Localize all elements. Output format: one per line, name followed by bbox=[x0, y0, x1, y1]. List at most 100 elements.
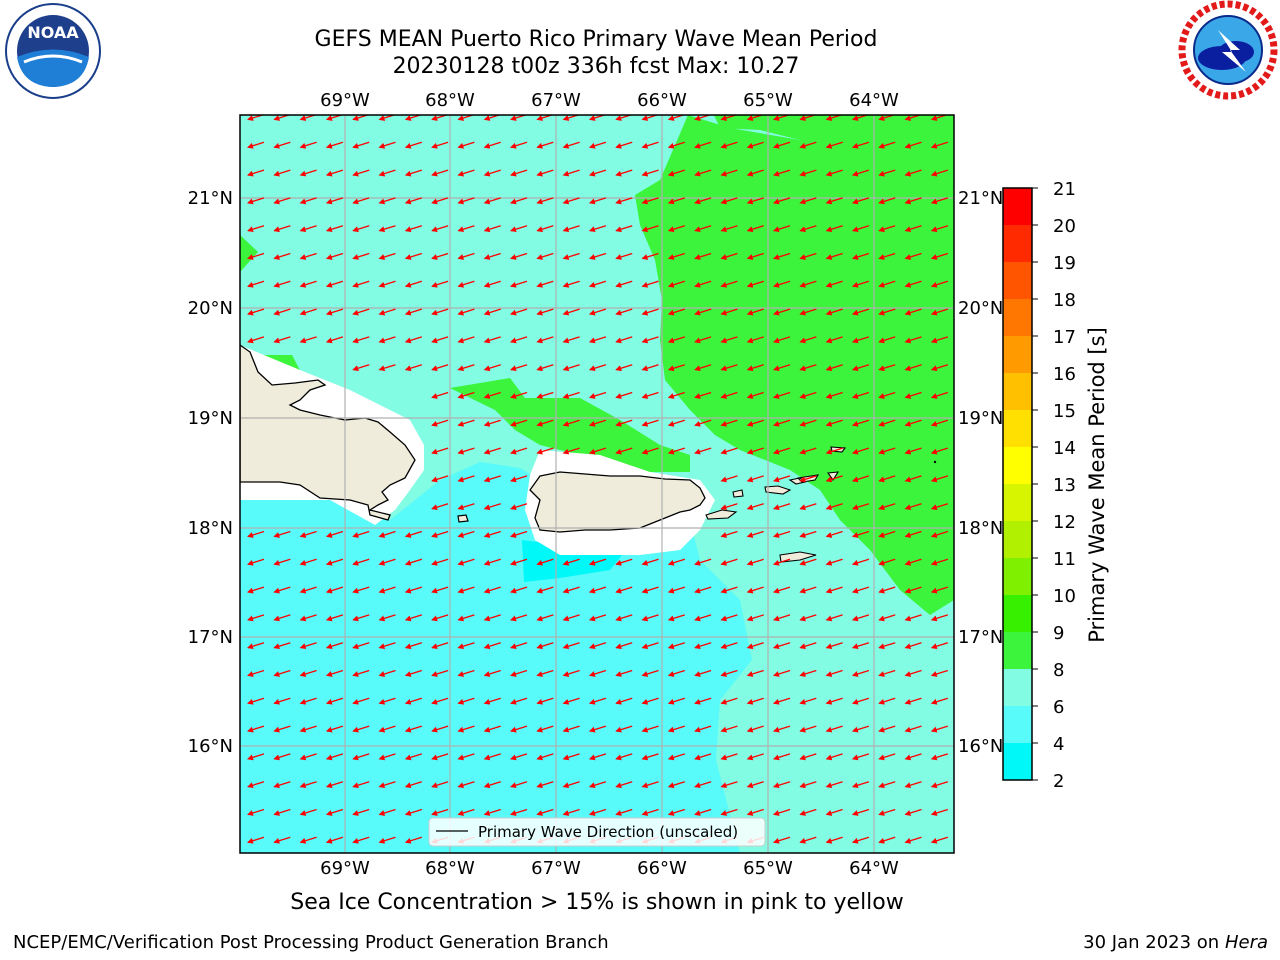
colorbar-tick-label: 12 bbox=[1053, 512, 1076, 533]
wave-arrow bbox=[247, 280, 265, 288]
wave-arrow bbox=[247, 197, 265, 205]
wave-arrow bbox=[930, 364, 948, 372]
colorbar-tick-label: 17 bbox=[1053, 327, 1076, 348]
lon-tick-bottom: 67°W bbox=[531, 858, 581, 879]
wave-arrow bbox=[641, 808, 659, 816]
wave-arrow bbox=[667, 808, 685, 816]
wave-arrow bbox=[720, 252, 738, 260]
wave-arrow bbox=[746, 725, 764, 733]
wave-arrow bbox=[851, 419, 870, 427]
wave-arrow bbox=[273, 308, 291, 316]
wave-arrow bbox=[878, 225, 896, 233]
wave-arrow bbox=[299, 558, 317, 566]
lat-tick-left: 21°N bbox=[188, 188, 233, 209]
wave-arrow bbox=[562, 197, 580, 205]
wave-arrow bbox=[247, 141, 265, 149]
wave-arrow bbox=[457, 169, 475, 177]
lat-tick-left: 18°N bbox=[188, 518, 233, 539]
wave-arrow bbox=[641, 225, 659, 233]
wave-arrow bbox=[352, 280, 370, 288]
colorbar-segment bbox=[1003, 410, 1032, 448]
wave-arrow bbox=[667, 391, 685, 399]
wave-arrow bbox=[878, 614, 896, 622]
wave-arrow bbox=[325, 753, 344, 761]
wave-arrow bbox=[641, 391, 659, 399]
wave-arrow bbox=[615, 419, 633, 427]
colorbar-segment bbox=[1003, 632, 1032, 670]
wave-arrow bbox=[930, 530, 948, 538]
wave-arrow bbox=[825, 280, 843, 288]
wave-arrow bbox=[667, 141, 685, 149]
wave-arrow bbox=[878, 169, 896, 177]
wave-arrow bbox=[694, 197, 712, 205]
wave-arrow bbox=[510, 642, 528, 650]
wave-arrow bbox=[457, 669, 475, 677]
wave-arrow bbox=[588, 642, 607, 650]
wave-arrow bbox=[483, 808, 501, 816]
wave-arrow bbox=[352, 781, 370, 789]
wave-arrow bbox=[247, 697, 265, 705]
wave-arrow bbox=[431, 642, 449, 650]
colorbar-segment bbox=[1003, 447, 1032, 485]
lon-tick-bottom: 66°W bbox=[637, 858, 687, 879]
wave-arrow bbox=[483, 781, 501, 789]
wave-arrow bbox=[720, 336, 738, 344]
wave-arrow bbox=[536, 419, 554, 427]
wave-arrow bbox=[615, 141, 633, 149]
wave-arrow bbox=[457, 530, 475, 538]
wave-arrow bbox=[878, 753, 896, 761]
wave-arrow bbox=[773, 280, 791, 288]
wave-arrow bbox=[694, 252, 712, 260]
wave-arrow bbox=[720, 364, 738, 372]
wave-arrow bbox=[825, 836, 843, 844]
colorbar-tick-label: 20 bbox=[1053, 216, 1076, 237]
wave-arrow bbox=[641, 308, 659, 316]
colorbar-tick-label: 2 bbox=[1053, 771, 1064, 792]
wave-arrow bbox=[904, 364, 922, 372]
wave-arrow bbox=[457, 725, 475, 733]
wave-arrow bbox=[588, 364, 607, 372]
colorbar-tick-label: 11 bbox=[1053, 549, 1076, 570]
wave-arrow bbox=[325, 197, 344, 205]
wave-arrow bbox=[299, 614, 317, 622]
wave-arrow bbox=[694, 169, 712, 177]
wave-arrow bbox=[878, 725, 896, 733]
wave-arrow bbox=[615, 364, 633, 372]
wave-arrow bbox=[510, 252, 528, 260]
wave-arrow bbox=[878, 669, 896, 677]
wave-arrow bbox=[746, 308, 764, 316]
wave-arrow bbox=[378, 141, 396, 149]
wave-arrow bbox=[851, 336, 870, 344]
wave-arrow bbox=[588, 391, 607, 399]
wave-arrow bbox=[694, 697, 712, 705]
wave-arrow bbox=[588, 419, 607, 427]
wave-arrow bbox=[878, 252, 896, 260]
wave-arrow bbox=[483, 364, 501, 372]
colorbar-tick-label: 19 bbox=[1053, 253, 1076, 274]
wave-arrow bbox=[799, 725, 817, 733]
wave-arrow bbox=[510, 391, 528, 399]
wave-arrow bbox=[930, 503, 948, 511]
wave-arrow bbox=[825, 419, 843, 427]
wave-arrow bbox=[930, 586, 948, 594]
wave-arrow bbox=[641, 697, 659, 705]
wave-arrow bbox=[930, 308, 948, 316]
lat-tick-left: 19°N bbox=[188, 408, 233, 429]
wave-arrow bbox=[457, 364, 475, 372]
wave-arrow bbox=[536, 614, 554, 622]
wave-arrow bbox=[536, 280, 554, 288]
nws-logo bbox=[1178, 0, 1278, 100]
wave-arrow bbox=[773, 447, 791, 455]
wave-arrow bbox=[588, 586, 607, 594]
wave-arrow bbox=[299, 225, 317, 233]
wave-arrow bbox=[930, 225, 948, 233]
wave-arrow bbox=[247, 586, 265, 594]
wave-arrow bbox=[483, 642, 501, 650]
wave-arrow bbox=[352, 808, 370, 816]
wave-arrow bbox=[483, 669, 501, 677]
wave-arrow bbox=[641, 419, 659, 427]
wave-arrow bbox=[720, 530, 738, 538]
wave-arrow bbox=[457, 642, 475, 650]
wave-arrow bbox=[536, 336, 554, 344]
wave-arrow bbox=[746, 225, 764, 233]
